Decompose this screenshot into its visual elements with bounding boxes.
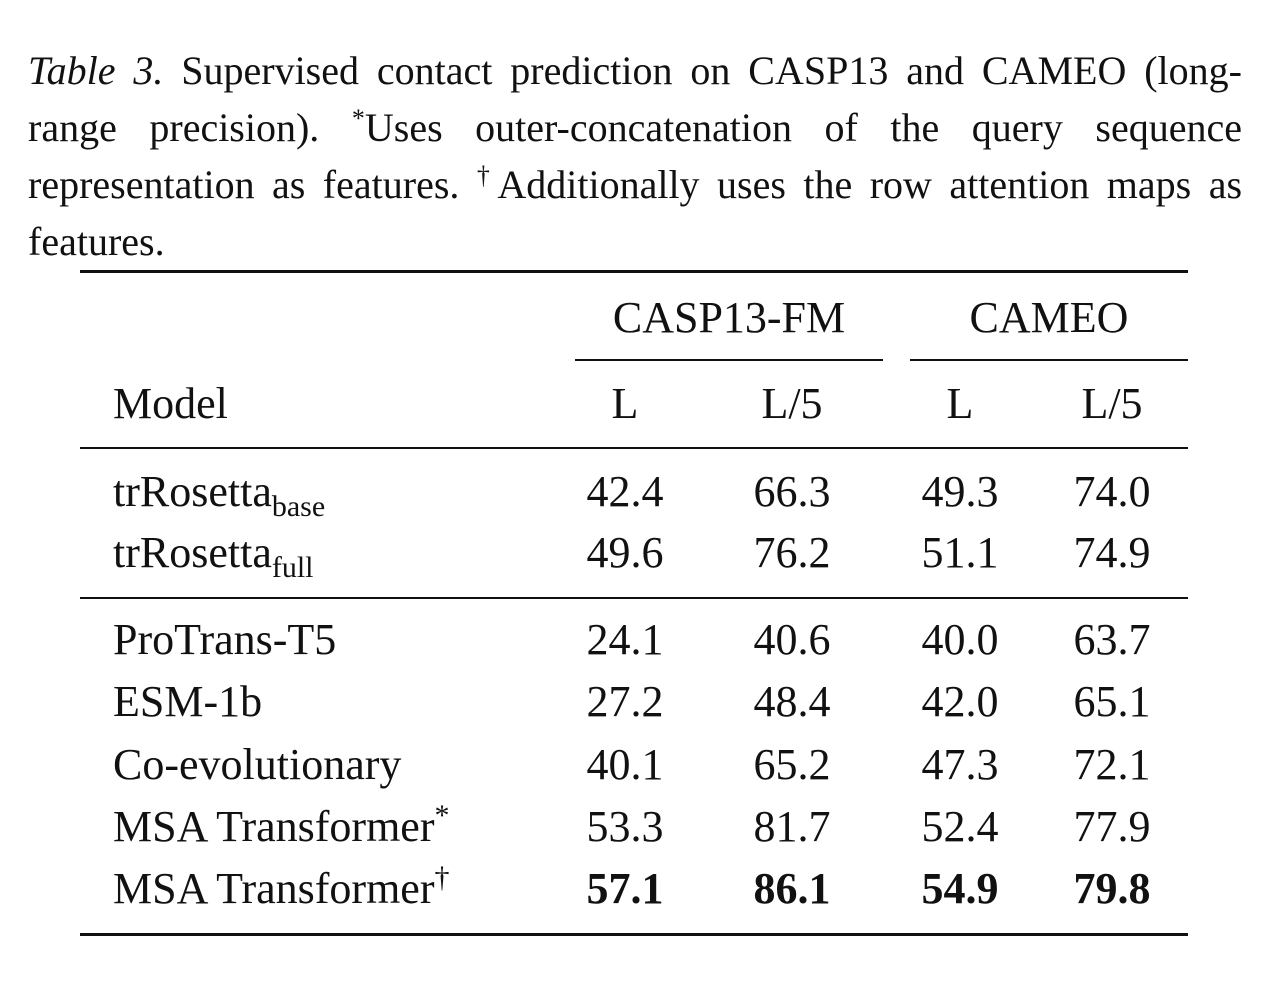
section-rule — [80, 597, 1188, 599]
model-superscript: * — [434, 799, 450, 832]
value-cell: 42.4 — [586, 467, 664, 516]
caption-text: Additionally uses the row attention maps… — [28, 162, 1243, 264]
value-cell: 49.6 — [586, 528, 664, 577]
column-header: L — [946, 379, 974, 428]
model-text: MSA Transformer — [113, 864, 435, 913]
caption-text: Supervised contact prediction on CASP13 … — [28, 48, 1242, 150]
value-cell: 53.3 — [586, 802, 664, 851]
top-rule — [80, 270, 1188, 273]
group-rule — [910, 359, 1188, 361]
value-cell: 24.1 — [586, 615, 664, 664]
model-text: MSA Transformer — [113, 802, 435, 851]
value-cell: 42.0 — [921, 677, 999, 726]
model-text: Co-evolutionary — [113, 740, 402, 789]
value-cell: 66.3 — [753, 467, 831, 516]
value-cell: 49.3 — [921, 467, 999, 516]
model-subscript: full — [271, 551, 314, 584]
column-group: CASP13-FM — [612, 293, 846, 342]
value-cell: 79.8 — [1073, 864, 1151, 913]
bottom-rule — [80, 933, 1188, 936]
column-group: CAMEO — [969, 293, 1129, 342]
model-text: ProTrans-T5 — [113, 615, 337, 664]
value-cell: 52.4 — [921, 802, 999, 851]
group-rule — [575, 359, 883, 361]
value-cell: 65.1 — [1073, 677, 1151, 726]
caption-text: Uses outer-concatenation of the query se… — [28, 105, 1242, 207]
model-subscript: base — [271, 490, 326, 523]
model-text: trRosetta — [113, 467, 272, 516]
value-cell: 74.0 — [1073, 467, 1151, 516]
caption-label: Table 3. — [28, 48, 164, 93]
value-cell: 81.7 — [753, 802, 831, 851]
model-name: trRosettabase — [113, 464, 326, 523]
column-header: L/5 — [761, 379, 823, 428]
value-cell: 57.1 — [586, 864, 664, 913]
model-name: MSA Transformer† — [113, 861, 450, 917]
value-cell: 27.2 — [586, 677, 664, 726]
model-name: trRosettafull — [113, 525, 314, 584]
footnote-mark: * — [351, 104, 365, 133]
value-cell: 77.9 — [1073, 802, 1151, 851]
model-name: ProTrans-T5 — [113, 612, 336, 668]
value-cell: 48.4 — [753, 677, 831, 726]
value-cell: 63.7 — [1073, 615, 1151, 664]
model-name: ESM-1b — [113, 674, 262, 730]
column-header: L/5 — [1081, 379, 1143, 428]
footnote-mark: † — [476, 161, 498, 190]
model-text: ESM-1b — [113, 677, 263, 726]
value-cell: 76.2 — [753, 528, 831, 577]
column-header: L — [611, 379, 639, 428]
value-cell: 65.2 — [753, 740, 831, 789]
value-cell: 74.9 — [1073, 528, 1151, 577]
model-name: Co-evolutionary — [113, 737, 401, 793]
column-header: Model — [113, 379, 228, 428]
value-cell: 40.0 — [921, 615, 999, 664]
value-cell: 47.3 — [921, 740, 999, 789]
model-superscript: † — [434, 861, 450, 894]
value-cell: 72.1 — [1073, 740, 1151, 789]
caption: Table 3. Supervised contact prediction o… — [28, 42, 1242, 270]
value-cell: 51.1 — [921, 528, 999, 577]
model-text: trRosetta — [113, 528, 272, 577]
value-cell: 40.1 — [586, 740, 664, 789]
model-name: MSA Transformer* — [113, 799, 450, 855]
value-cell: 86.1 — [753, 864, 831, 913]
header-rule — [80, 447, 1188, 449]
value-cell: 54.9 — [921, 864, 999, 913]
value-cell: 40.6 — [753, 615, 831, 664]
